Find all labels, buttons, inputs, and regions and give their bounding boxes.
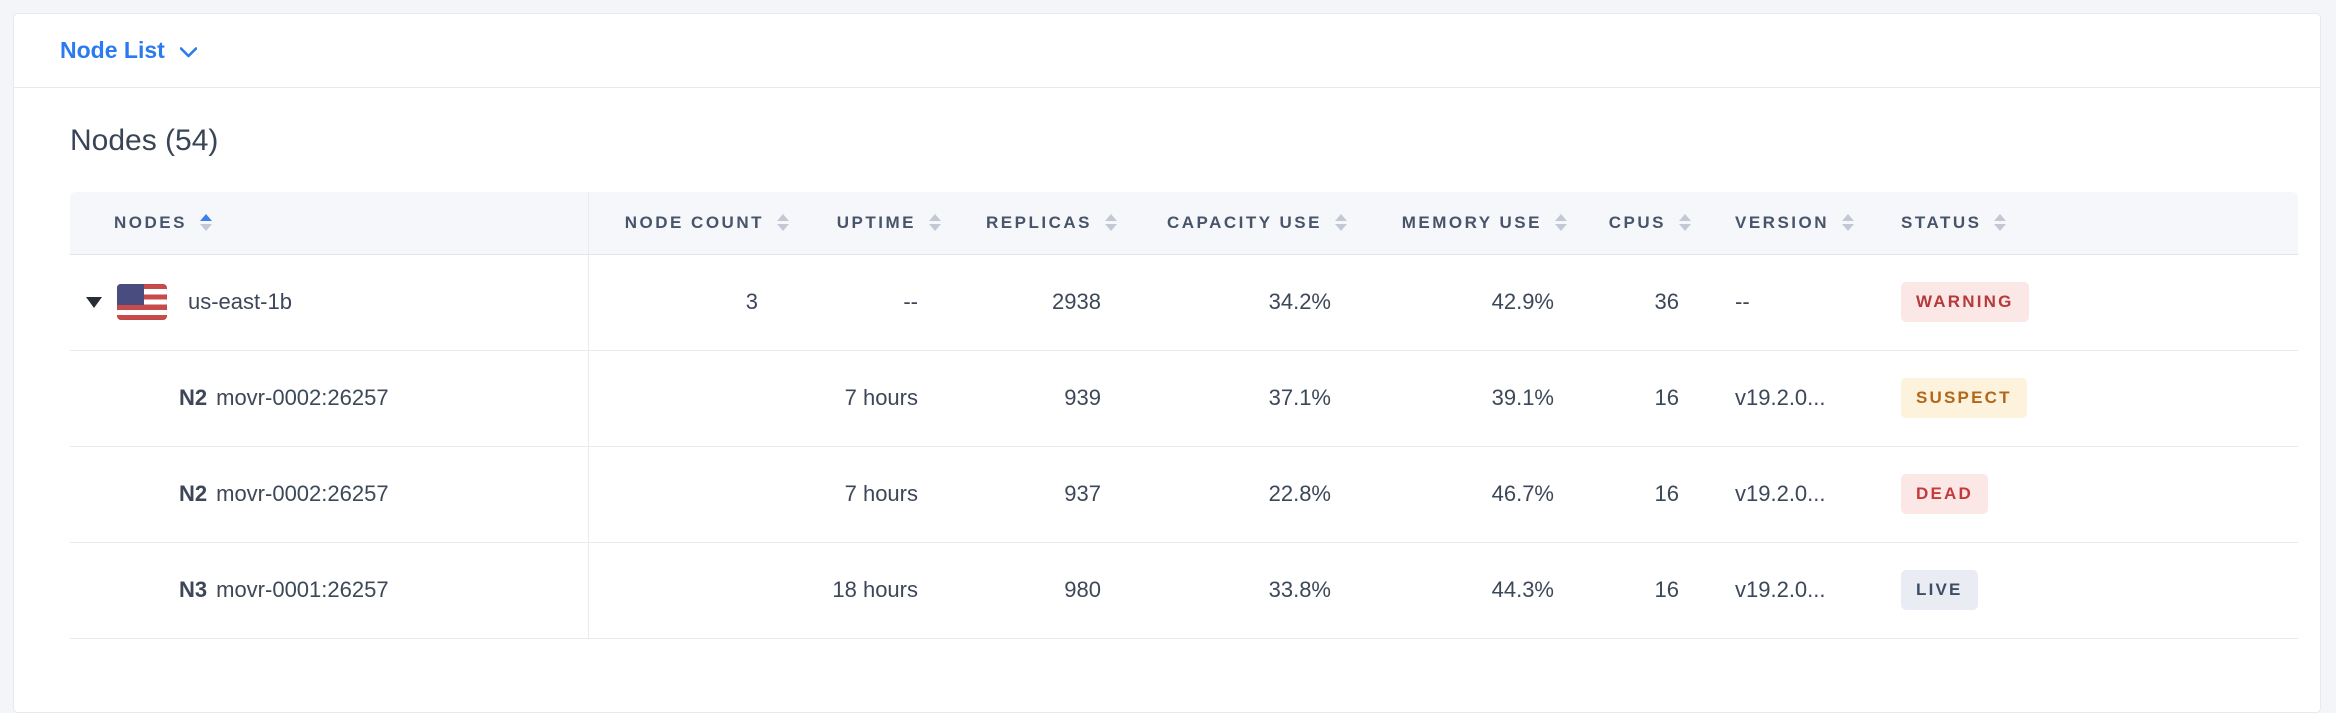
- column-header-cpus[interactable]: CPUS: [1579, 192, 1703, 255]
- table-row[interactable]: N2 movr-0002:26257 7 hours 937 22.8% 46.…: [70, 446, 2298, 543]
- node-address: movr-0002:26257: [216, 385, 389, 410]
- sort-arrows-icon[interactable]: [1679, 214, 1691, 232]
- sort-arrows-icon[interactable]: [1105, 214, 1117, 232]
- uptime-cell: 7 hours: [801, 350, 953, 447]
- status-badge: DEAD: [1901, 474, 1988, 514]
- memory-use-cell: 46.7%: [1359, 446, 1579, 543]
- version-cell: v19.2.0...: [1703, 542, 1879, 639]
- sort-arrows-icon[interactable]: [777, 214, 789, 232]
- capacity-use-cell: 34.2%: [1129, 254, 1359, 351]
- cpus-cell: 16: [1579, 446, 1703, 543]
- status-cell: DEAD: [1879, 446, 2298, 543]
- nodes-cell: N2 movr-0002:26257: [70, 350, 589, 447]
- cpus-cell: 36: [1579, 254, 1703, 351]
- capacity-use-cell: 37.1%: [1129, 350, 1359, 447]
- card-body: Nodes (54) NODES NODE COUNT: [14, 124, 2320, 639]
- sort-arrows-icon[interactable]: [199, 214, 212, 232]
- uptime-cell: --: [801, 254, 953, 351]
- status-badge: LIVE: [1901, 570, 1978, 610]
- sort-arrows-icon[interactable]: [1994, 214, 2007, 232]
- replicas-cell: 939: [953, 350, 1129, 447]
- column-label: MEMORY USE: [1401, 212, 1542, 232]
- us-flag-icon: [117, 284, 167, 320]
- node-list-card: Node List Nodes (54) NODES: [13, 13, 2321, 713]
- cpus-cell: 16: [1579, 350, 1703, 447]
- uptime-cell: 7 hours: [801, 446, 953, 543]
- memory-use-cell: 42.9%: [1359, 254, 1579, 351]
- node-count-cell: [588, 350, 801, 447]
- version-cell: v19.2.0...: [1703, 350, 1879, 447]
- column-header-memory-use[interactable]: MEMORY USE: [1359, 192, 1579, 255]
- status-badge: WARNING: [1901, 282, 2029, 322]
- replicas-cell: 937: [953, 446, 1129, 543]
- sort-arrows-icon[interactable]: [1555, 214, 1567, 232]
- nodes-cell: us-east-1b: [70, 254, 589, 351]
- column-label: REPLICAS: [986, 212, 1092, 232]
- column-label: STATUS: [1901, 212, 1982, 232]
- table-row[interactable]: us-east-1b 3 -- 2938 34.2% 42.9% 36 -- W…: [70, 254, 2298, 351]
- cpus-cell: 16: [1579, 542, 1703, 639]
- status-badge: SUSPECT: [1901, 378, 2027, 418]
- status-cell: SUSPECT: [1879, 350, 2298, 447]
- column-label: CAPACITY USE: [1166, 212, 1322, 232]
- node-address: movr-0001:26257: [216, 577, 389, 602]
- column-label: CPUS: [1608, 212, 1666, 232]
- table-row[interactable]: N3 movr-0001:26257 18 hours 980 33.8% 44…: [70, 542, 2298, 639]
- node-count-cell: [588, 446, 801, 543]
- column-header-version[interactable]: VERSION: [1703, 192, 1879, 255]
- replicas-cell: 980: [953, 542, 1129, 639]
- memory-use-cell: 44.3%: [1359, 542, 1579, 639]
- view-selector-dropdown[interactable]: Node List: [60, 37, 197, 64]
- version-cell: v19.2.0...: [1703, 446, 1879, 543]
- column-label: VERSION: [1735, 212, 1830, 232]
- nodes-cell: N3 movr-0001:26257: [70, 542, 589, 639]
- version-cell: --: [1703, 254, 1879, 351]
- nodes-table: NODES NODE COUNT UPTIME: [70, 192, 2298, 639]
- column-header-replicas[interactable]: REPLICAS: [953, 192, 1129, 255]
- memory-use-cell: 39.1%: [1359, 350, 1579, 447]
- column-header-uptime[interactable]: UPTIME: [801, 192, 953, 255]
- sort-arrows-icon[interactable]: [1335, 214, 1347, 232]
- status-cell: WARNING: [1879, 254, 2298, 351]
- table-row[interactable]: N2 movr-0002:26257 7 hours 939 37.1% 39.…: [70, 350, 2298, 447]
- uptime-cell: 18 hours: [801, 542, 953, 639]
- page-title: Nodes (54): [70, 124, 219, 157]
- capacity-use-cell: 33.8%: [1129, 542, 1359, 639]
- view-selector-label: Node List: [60, 37, 165, 63]
- sort-arrows-icon[interactable]: [929, 214, 941, 232]
- column-header-node-count[interactable]: NODE COUNT: [588, 192, 801, 255]
- nodes-cell: N2 movr-0002:26257: [70, 446, 589, 543]
- column-label: UPTIME: [836, 212, 916, 232]
- node-count-cell: [588, 542, 801, 639]
- node-id: N2: [179, 481, 208, 506]
- chevron-down-icon: [179, 46, 197, 57]
- node-id: N2: [179, 385, 208, 410]
- column-header-capacity-use[interactable]: CAPACITY USE: [1129, 192, 1359, 255]
- status-cell: LIVE: [1879, 542, 2298, 639]
- view-selector-bar: Node List: [14, 14, 2320, 88]
- table-header-row: NODES NODE COUNT UPTIME: [70, 192, 2298, 255]
- replicas-cell: 2938: [953, 254, 1129, 351]
- sort-arrows-icon[interactable]: [1842, 214, 1855, 232]
- column-label: NODES: [114, 212, 187, 232]
- column-header-status[interactable]: STATUS: [1879, 192, 2298, 255]
- capacity-use-cell: 22.8%: [1129, 446, 1359, 543]
- column-label: NODE COUNT: [624, 212, 764, 232]
- collapse-caret-icon[interactable]: [86, 296, 102, 308]
- node-id: N3: [179, 577, 208, 602]
- node-count-cell: 3: [588, 254, 801, 351]
- node-address: movr-0002:26257: [216, 481, 389, 506]
- region-name: us-east-1b: [188, 289, 292, 314]
- column-header-nodes[interactable]: NODES: [70, 192, 589, 255]
